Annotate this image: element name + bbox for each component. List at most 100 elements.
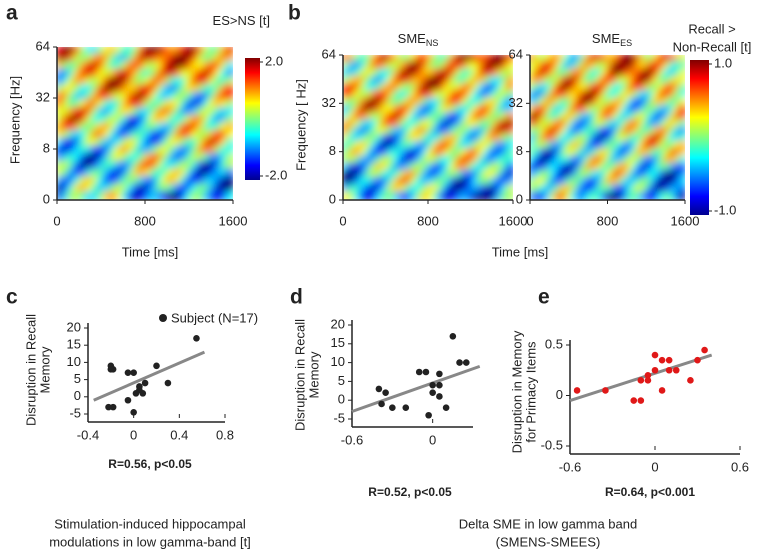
heatmap-cell [179,91,188,102]
heatmap-cell [421,184,429,194]
heatmap-cell [67,107,76,117]
heatmap-cell [432,126,441,136]
heatmap-cell [658,148,666,158]
heatmap-cell [647,104,655,114]
heatmap-cell [444,55,452,64]
heatmap-cell [647,97,655,107]
heatmap-cell [444,126,452,136]
heatmap-cell [495,97,503,107]
heatmap-cell [144,191,152,200]
heatmap-cell [658,119,666,129]
heatmap-cell [673,61,681,71]
heatmap-cell [173,91,182,102]
heatmap-cell [108,107,117,117]
heatmap-cell [173,191,182,200]
heatmap-cell [539,148,547,158]
heatmap-cell [565,170,573,180]
heatmap-cell [611,55,619,64]
heatmap-cell [637,141,645,151]
heatmap-cell [421,126,429,136]
heatmap-cell [347,119,356,129]
heatmap-cell [500,83,509,93]
heatmap-cell [616,97,624,107]
heatmap-cell [185,61,193,71]
heatmap-cell [534,126,542,136]
heatmap-cell [398,104,407,114]
heatmap-cell [387,55,395,64]
heatmap-cell [489,133,497,143]
heatmap-cell [544,55,552,64]
heatmap-image [343,55,513,200]
heatmap-cell [591,177,599,187]
heatmap-cell [658,61,666,71]
heatmap-cell [466,155,475,165]
heatmap-cell [126,153,135,163]
heatmap-cell [387,119,395,129]
heatmap-cell [208,191,217,200]
heatmap-cell [190,153,199,163]
heatmap-cell [489,155,497,165]
heatmap-cell [539,170,547,180]
heatmap-cell [495,162,503,172]
heatmap-cell [653,191,661,200]
heatmap-cell [421,148,429,158]
heatmap-cell [544,191,552,200]
heatmap-cell [179,68,188,79]
heatmap-cell [190,47,199,56]
heatmap-cell [591,61,599,71]
heatmap-cell [347,170,356,180]
heatmap-cell [79,68,88,79]
heatmap-cell [144,153,152,163]
heatmap-cell [132,76,141,87]
heatmap-cell [466,61,475,71]
heatmap-cell [353,83,361,93]
heatmap-cell [410,148,418,158]
heatmap-cell [575,155,583,165]
heatmap-cell [108,61,117,71]
heatmap-cell [404,90,412,100]
heatmap-cell [565,68,573,78]
heatmap-cell [544,104,552,114]
heatmap-cell [678,119,685,129]
heatmap-cell [79,114,88,125]
heatmap-cell [73,99,82,110]
heatmap-cell [632,177,640,187]
heatmap-cell [673,191,681,200]
heatmap-cell [220,160,229,171]
heatmap-cell [483,61,492,71]
heatmap-cell [79,47,88,56]
heatmap-cell [144,137,152,148]
heatmap-cell [570,191,578,200]
heatmap-cell [647,177,655,187]
heatmap-cell [500,75,509,85]
heatmap-cell [606,155,614,165]
heatmap-cell [398,170,407,180]
heatmap-cell [616,75,624,85]
heatmap-cell [376,112,384,122]
heatmap-cell [343,112,350,122]
heatmap-cell [627,126,635,136]
heatmap-cell [214,145,223,156]
heatmap-cell [202,76,211,87]
heatmap-cell [220,84,229,94]
colorbar-tick-label: -1.0 [714,202,736,217]
heatmap-cell [461,133,469,143]
heatmap-cell [673,68,681,78]
heatmap-cell [353,155,361,165]
heatmap-cell [438,68,446,78]
heatmap-cell [393,162,401,172]
heatmap-cell [585,170,593,180]
scatter-point [109,365,117,373]
heatmap-cell [472,184,480,194]
heatmap-cell [472,68,480,78]
y-tick-label: 8 [43,140,50,155]
heatmap-cell [132,99,141,110]
heatmap-cell [126,91,135,102]
heatmap-cell [410,55,418,64]
heatmap-cell [632,155,640,165]
scatter-point [687,377,694,384]
heatmap-cell [185,53,193,64]
heatmap-cell [432,148,441,158]
heatmap-cell [179,145,188,156]
heatmap-cell [585,112,593,122]
